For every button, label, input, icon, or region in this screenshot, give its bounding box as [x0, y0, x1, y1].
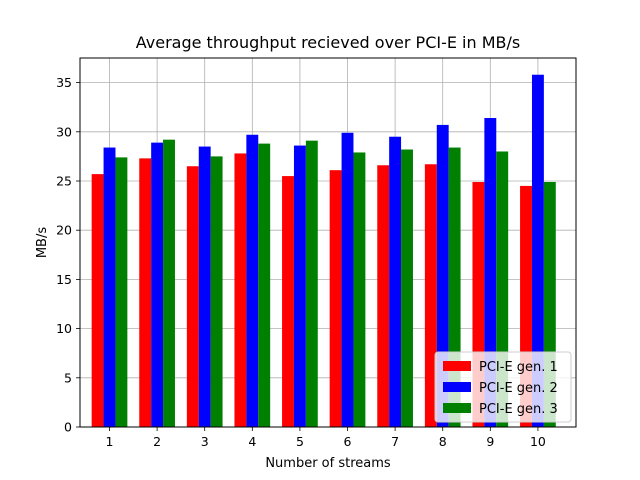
bar-pci-e-gen-2-1 [103, 147, 116, 427]
bar-pci-e-gen-3-7 [401, 149, 413, 427]
bar-pci-e-gen-2-4 [246, 134, 259, 427]
bar-pci-e-gen-3-2 [163, 139, 175, 427]
x-tick-label: 5 [296, 434, 304, 449]
bar-pci-e-gen-1-1 [91, 174, 104, 427]
bar-pci-e-gen-1-10 [520, 185, 532, 427]
bars-layer [91, 74, 556, 428]
y-tick-label: 5 [64, 370, 72, 385]
legend-label: PCI-E gen. 2 [479, 381, 558, 396]
x-tick-label: 7 [391, 434, 399, 449]
chart-title: Average throughput recieved over PCI-E i… [136, 33, 520, 52]
ticks-layer: 1 2 3 4 5 6 7 8 9 10 0 5 10 15 20 25 30 35 [56, 75, 546, 449]
bar-pci-e-gen-2-2 [151, 142, 164, 427]
bar-pci-e-gen-3-5 [305, 140, 318, 427]
x-tick-label: 4 [248, 434, 256, 449]
legend-swatch [443, 382, 471, 392]
bar-pci-e-gen-2-6 [341, 132, 354, 427]
y-axis-title: MB/s [35, 227, 50, 259]
x-tick-label: 2 [153, 434, 161, 449]
x-tick-label: 6 [344, 434, 352, 449]
x-axis-title: Number of streams [265, 456, 391, 471]
plot-frame [79, 57, 577, 428]
legend-label: PCI-E gen. 3 [479, 402, 558, 417]
legend: PCI-E gen. 1 PCI-E gen. 2 PCI-E gen. 3 [434, 351, 572, 423]
y-tick-label: 35 [56, 75, 72, 90]
legend-swatch [443, 361, 471, 371]
bar-pci-e-gen-2-7 [389, 136, 402, 427]
x-tick-label: 8 [439, 434, 447, 449]
x-tick-label: 1 [106, 434, 114, 449]
legend-label: PCI-E gen. 1 [479, 360, 558, 375]
bar-pci-e-gen-2-5 [293, 145, 306, 428]
bar-pci-e-gen-1-9 [472, 181, 485, 427]
y-tick-label: 10 [56, 321, 72, 336]
bar-pci-e-gen-3-6 [353, 152, 366, 428]
bar-pci-e-gen-2-10 [531, 74, 544, 427]
bar-pci-e-gen-3-8 [448, 147, 461, 427]
bar-pci-e-gen-2-8 [436, 124, 449, 428]
legend-swatch [443, 403, 471, 413]
y-tick-label: 30 [56, 124, 72, 139]
bar-pci-e-gen-1-4 [234, 153, 247, 427]
bar-pci-e-gen-1-7 [377, 165, 390, 428]
bar-pci-e-gen-1-6 [329, 170, 342, 427]
x-tick-label: 3 [201, 434, 209, 449]
y-tick-label: 20 [56, 223, 72, 238]
bar-pci-e-gen-3-4 [258, 143, 271, 427]
y-tick-label: 25 [56, 174, 72, 189]
bar-pci-e-gen-3-10 [543, 181, 556, 427]
bar-pci-e-gen-1-3 [186, 166, 199, 428]
bar-pci-e-gen-3-1 [115, 157, 128, 427]
bar-pci-e-gen-2-9 [484, 118, 497, 428]
y-tick-label: 0 [64, 420, 72, 435]
bar-pci-e-gen-1-5 [282, 176, 294, 427]
y-tick-label: 15 [56, 272, 72, 287]
x-tick-label: 10 [530, 434, 546, 449]
bar-pci-e-gen-3-3 [210, 156, 223, 427]
bar-pci-e-gen-2-3 [198, 146, 211, 427]
bar-pci-e-gen-1-2 [139, 158, 152, 428]
x-tick-label: 9 [486, 434, 494, 449]
bar-pci-e-gen-1-8 [424, 164, 437, 427]
bar-pci-e-gen-3-9 [496, 151, 509, 428]
